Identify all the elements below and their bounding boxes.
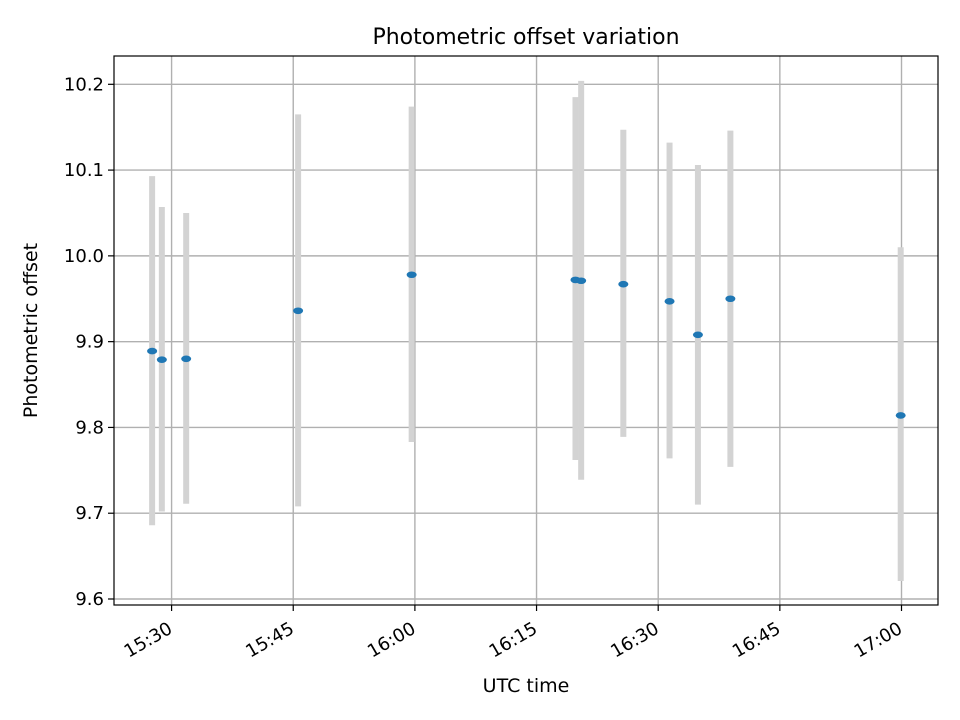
grid xyxy=(114,56,938,605)
data-point xyxy=(181,355,192,363)
data-point xyxy=(618,280,629,288)
data-point xyxy=(725,295,736,303)
data-points xyxy=(147,271,906,419)
x-tick-label: 15:45 xyxy=(242,618,297,662)
y-tick-label: 9.6 xyxy=(75,589,104,610)
x-tick-label: 17:00 xyxy=(851,618,906,662)
plot-frame xyxy=(113,55,939,606)
x-tick-label: 16:00 xyxy=(364,618,419,662)
x-tick-label: 15:30 xyxy=(121,618,176,662)
y-tick-label: 10.0 xyxy=(64,246,104,267)
x-tick-label: 16:15 xyxy=(486,618,541,662)
data-point xyxy=(147,347,158,355)
data-point xyxy=(895,412,906,419)
x-axis-label: UTC time xyxy=(483,675,570,697)
data-point xyxy=(156,356,167,363)
y-tick-label: 10.2 xyxy=(64,74,104,95)
y-tick-label: 9.7 xyxy=(75,503,104,524)
y-axis-ticks: 9.6 9.7 9.8 9.9 10.0 10.1 10.2 xyxy=(64,74,114,610)
data-point xyxy=(576,277,587,285)
y-tick-label: 9.8 xyxy=(75,417,104,438)
x-tick-label: 16:30 xyxy=(607,618,662,662)
chart-title: Photometric offset variation xyxy=(372,25,679,50)
x-axis-ticks: 15:30 15:45 16:00 16:15 16:30 16:45 17:00 xyxy=(121,605,906,662)
y-axis-label: Photometric offset xyxy=(20,243,42,418)
data-point xyxy=(293,307,304,315)
data-point xyxy=(692,331,703,339)
x-tick-label: 16:45 xyxy=(729,618,784,662)
y-tick-label: 10.1 xyxy=(64,160,104,181)
data-point xyxy=(664,298,675,305)
data-point xyxy=(406,271,417,279)
error-bars xyxy=(149,80,904,581)
y-tick-label: 9.9 xyxy=(75,332,104,353)
